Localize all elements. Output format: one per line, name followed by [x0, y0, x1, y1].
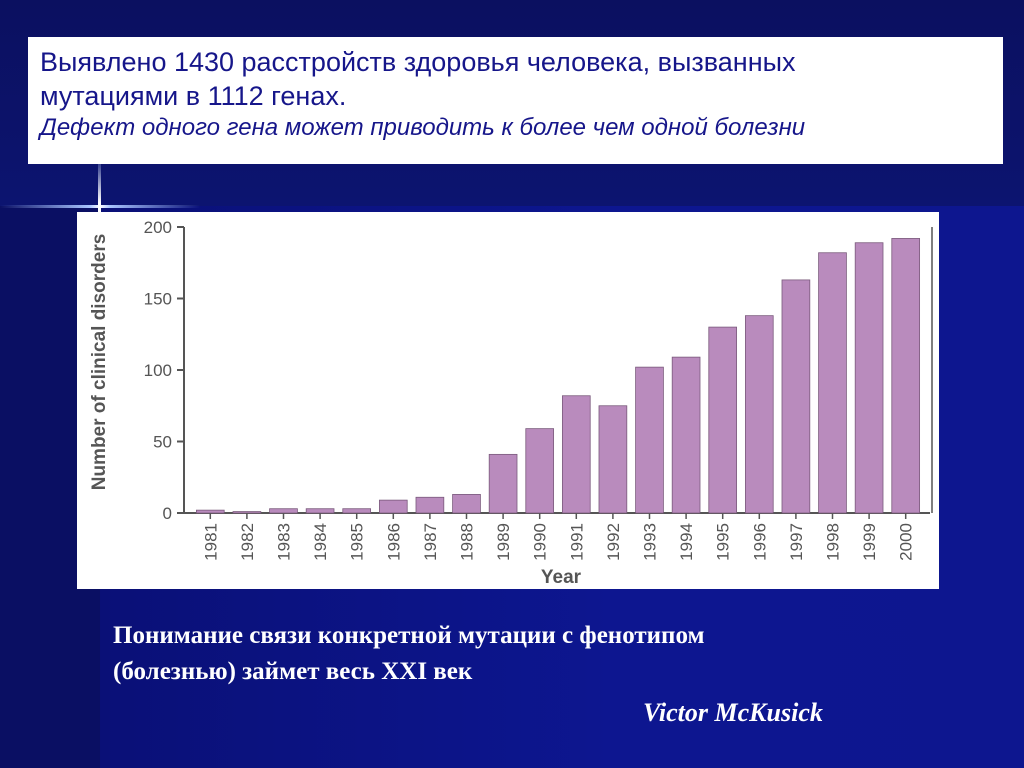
x-tick-label: 1998 [824, 523, 843, 561]
y-tick-label: 50 [153, 433, 172, 452]
bar [854, 242, 884, 514]
quote-author: Victor McKusick [643, 698, 823, 727]
decorative-vertical-line [98, 162, 101, 220]
bar [708, 326, 738, 514]
slide-caption: Понимание связи конкретной мутации с фен… [113, 618, 993, 690]
title-subtitle: Дефект одного гена может приводить к бол… [40, 114, 806, 141]
x-tick-label: 1997 [787, 523, 806, 561]
x-tick-label: 1992 [604, 523, 623, 561]
bar [525, 428, 555, 514]
y-tick-label: 0 [163, 504, 172, 523]
x-tick-label: 1984 [311, 523, 330, 561]
title-line-1: Выявлено 1430 расстройств здоровья челов… [40, 47, 796, 77]
x-tick-label: 1994 [677, 523, 696, 561]
x-tick-label: 1993 [641, 523, 660, 561]
x-tick-label: 1983 [275, 523, 294, 561]
bar [232, 511, 262, 514]
x-tick-label: 1989 [494, 523, 513, 561]
bar [452, 494, 481, 514]
bar [305, 508, 335, 514]
x-axis-label: Year [541, 567, 582, 588]
x-tick-label: 1999 [860, 523, 879, 561]
x-tick-label: 1986 [384, 523, 403, 561]
bar [781, 279, 811, 514]
bar [415, 496, 445, 514]
x-tick-label: 1982 [238, 523, 257, 561]
x-tick-label: 1988 [458, 523, 477, 561]
y-tick-label: 200 [144, 218, 172, 237]
x-tick-label: 1991 [567, 523, 586, 561]
bar [744, 315, 774, 514]
bar [671, 356, 701, 514]
bar [378, 499, 408, 514]
bar [195, 509, 225, 514]
bar [635, 366, 664, 514]
chart-panel: Number of clinical disorders Year 0 50 100… [77, 212, 939, 589]
bar [269, 508, 298, 514]
caption-line-2: (болезнью) займет весь XXI век [113, 658, 473, 685]
x-tick-label: 1995 [714, 523, 733, 561]
bar [342, 508, 372, 514]
x-tick-label: 1990 [531, 523, 550, 561]
bar [818, 252, 847, 514]
y-tick-label: 150 [144, 290, 172, 309]
y-tick-label: 100 [144, 361, 172, 380]
x-tick-label: 1996 [750, 523, 769, 561]
y-axis-label: Number of clinical disorders [89, 234, 110, 491]
x-tick-label: 1985 [348, 523, 367, 561]
bar-chart: Number of clinical disorders Year 0 50 100… [89, 218, 933, 588]
bar [488, 453, 518, 514]
x-tick-label: 1981 [201, 523, 220, 561]
title-line-2: мутациями в 1112 генах. [40, 81, 347, 111]
x-tick-label: 1987 [421, 523, 440, 561]
bar [891, 238, 921, 514]
title-box: Выявлено 1430 расстройств здоровья челов… [28, 37, 1003, 164]
caption-line-1: Понимание связи конкретной мутации с фен… [113, 622, 705, 649]
x-tick-label: 2000 [897, 523, 916, 561]
bar [598, 405, 628, 514]
bar [561, 395, 591, 514]
